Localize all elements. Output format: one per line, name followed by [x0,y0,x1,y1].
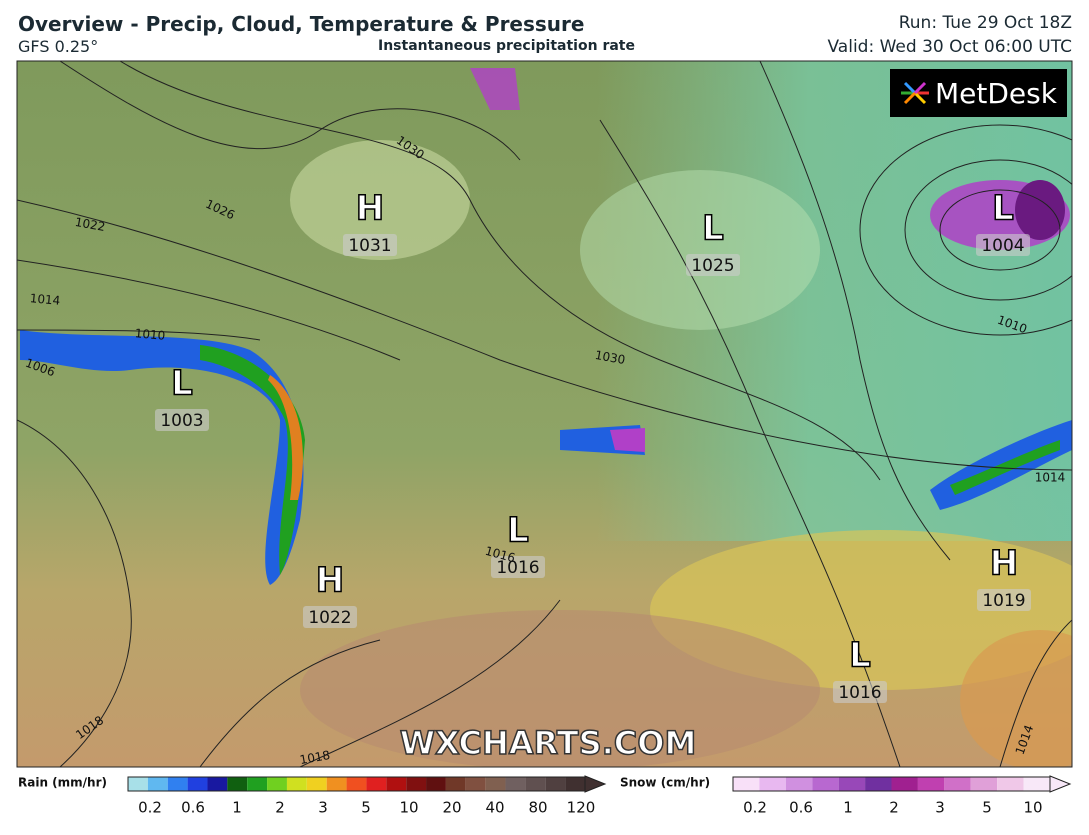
pressure-value: 1003 [160,411,203,431]
legend-title: Rain (mm/hr) [18,776,107,790]
run: Run: Tue 29 Oct 18Z [898,13,1072,33]
pressure-box [977,589,1031,611]
legend-swatch [267,777,287,791]
title: Overview - Precip, Cloud, Temperature & … [18,12,585,36]
legend-arrow [584,775,607,793]
watermark: WXCHARTS.COM [400,724,697,762]
legend-arrow [1049,775,1072,793]
pressure-value: 1022 [308,608,351,628]
isobar-label: 1022 [74,215,107,234]
legend-swatch [505,777,526,791]
legend-swatch [386,777,407,791]
pressure-box [491,556,545,578]
subtitle: Instantaneous precipitation rate [378,38,635,54]
legend-tick: 5 [982,799,992,817]
legend-swatch [326,777,347,791]
legend-swatch [485,777,506,791]
legend-swatch [445,777,466,791]
legend-tick: 40 [485,799,504,817]
legend-tick: 1 [843,799,853,817]
pressure-type: L [849,636,871,676]
legend-swatch [286,777,307,791]
pressure-box [303,606,357,628]
pressure-box [686,254,740,276]
pressure-box [155,409,209,431]
legend-swatch [147,777,168,791]
legend-tick: 0.2 [138,799,162,817]
pressure-type: H [990,544,1018,584]
pressure-type: L [702,209,724,249]
legend-tick: 2 [889,799,899,817]
isobar-label: 1010 [134,326,166,343]
legend-swatch [426,777,446,791]
isobar-label: 1018 [299,748,332,767]
pressure-value: 1025 [691,256,734,276]
legend-swatch [865,777,892,791]
legend-swatch [917,777,945,791]
pressure-box [833,681,887,703]
legend-swatch [465,777,486,791]
legend-swatch [838,777,866,791]
legend-swatch [970,777,998,791]
pressure-value: 1016 [838,683,881,703]
legend-title: Snow (cm/hr) [620,776,710,790]
legend-swatch [406,777,427,791]
pressure-box [343,234,397,256]
pressure-value: 1016 [496,558,539,578]
legend-swatch [207,777,228,791]
legend-swatch [565,777,585,791]
pressure-type: L [507,511,529,551]
legend-tick: 20 [442,799,461,817]
legend-swatch [891,777,918,791]
isobar-label: 1014 [1035,471,1066,485]
legend-swatch [167,777,188,791]
legend-tick: 0.6 [789,799,813,817]
legend-tick: 120 [567,799,596,817]
pressure-type: H [316,561,344,601]
legend-swatch [247,777,268,791]
legend-swatch [128,777,148,791]
legend-swatch [733,777,760,791]
legend-tick: 80 [528,799,547,817]
legend-tick: 10 [399,799,418,817]
legend-tick: 2 [275,799,285,817]
legend-swatch [346,777,367,791]
legend-swatch [812,777,839,791]
pressure-box [976,234,1030,256]
pressure-value: 1031 [348,236,391,256]
pressure-type: H [356,189,384,229]
isobar-label: 1014 [29,291,61,308]
pressure-type: L [992,189,1014,229]
legend-swatch [759,777,786,791]
pressure-value: 1004 [981,236,1024,256]
legend-swatch [545,777,566,791]
logo: MetDesk [935,77,1058,110]
legend-swatch [227,777,248,791]
legend-tick: 0.6 [181,799,205,817]
legend-swatch [366,777,387,791]
model: GFS 0.25° [18,37,99,56]
legend-tick: 1 [232,799,242,817]
legend-tick: 0.2 [743,799,767,817]
pressure-value: 1019 [982,591,1025,611]
legend-swatch [944,777,971,791]
legend-swatch [785,777,813,791]
pressure-type: L [171,364,193,404]
legend-swatch [187,777,208,791]
valid: Valid: Wed 30 Oct 06:00 UTC [827,37,1073,57]
legend-swatch [1023,777,1050,791]
isobar-label: 1030 [594,348,627,367]
legend-tick: 3 [318,799,328,817]
legend-swatch [997,777,1024,791]
legend-swatch [306,777,327,791]
legend-tick: 5 [361,799,371,817]
legend-tick: 3 [935,799,945,817]
legend-tick: 10 [1023,799,1042,817]
legend-swatch [525,777,546,791]
